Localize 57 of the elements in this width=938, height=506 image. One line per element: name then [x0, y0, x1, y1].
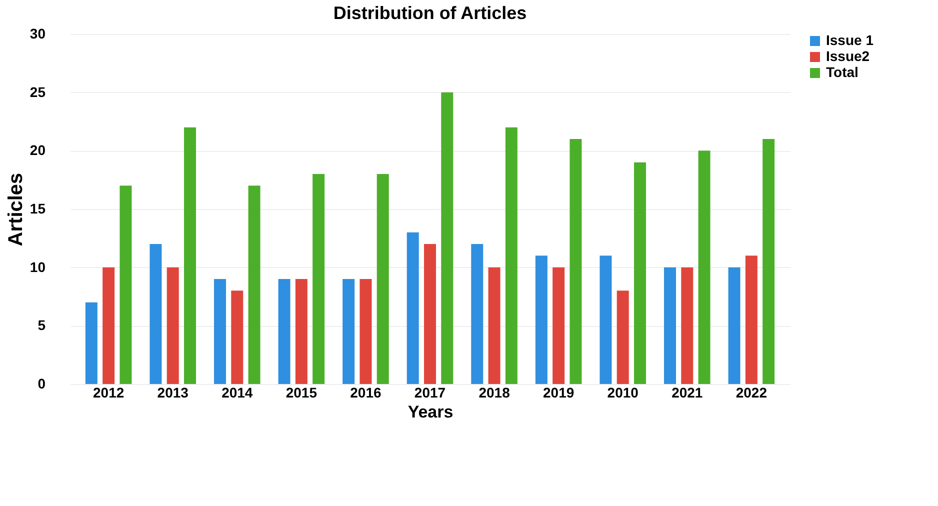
bar: [120, 186, 132, 384]
bar: [312, 174, 325, 384]
bar: [471, 244, 484, 384]
bar: [295, 279, 308, 384]
bar: [505, 127, 518, 384]
bar: [535, 256, 548, 384]
x-tick-label: 2014: [222, 384, 253, 400]
bar: [85, 302, 98, 384]
x-axis-title: Years: [408, 402, 454, 422]
x-tick-label: 2013: [157, 384, 189, 400]
bar: [600, 256, 612, 384]
bar: [681, 267, 694, 384]
bar: [762, 139, 775, 384]
bar: [342, 279, 355, 384]
x-tick-label: 2012: [92, 384, 124, 400]
bar: [616, 290, 629, 384]
bar: [552, 267, 565, 384]
bar: [278, 279, 290, 384]
bar: [150, 244, 162, 384]
y-tick-label: 0: [38, 376, 46, 392]
bar: [488, 267, 500, 384]
y-tick-label: 20: [30, 142, 46, 158]
y-tick-label: 5: [38, 317, 46, 334]
bar: [102, 267, 115, 384]
bar: [698, 150, 710, 384]
x-tick-label: 2019: [542, 384, 574, 400]
x-tick-label: 2018: [478, 384, 510, 400]
bar: [248, 186, 260, 384]
x-tick-label: 2022: [736, 384, 768, 400]
bar: [214, 279, 226, 384]
y-tick-label: 15: [30, 200, 46, 216]
legend-label: Issue 1: [826, 32, 874, 48]
x-tick-label: 2016: [350, 384, 382, 400]
bar: [745, 256, 758, 384]
y-tick-label: 25: [30, 84, 46, 100]
bar: [376, 174, 389, 384]
chart-title: Distribution of Articles: [333, 3, 527, 23]
bar: [664, 267, 676, 384]
y-axis-title: Articles: [4, 172, 27, 246]
bar: [424, 244, 436, 384]
y-tick-label: 10: [30, 258, 46, 275]
x-tick-label: 2015: [286, 384, 318, 400]
bar: [184, 127, 196, 384]
y-tick-label: 30: [30, 26, 46, 42]
x-tick-label: 2010: [607, 384, 639, 400]
bar: [406, 232, 419, 384]
bar: [231, 290, 244, 384]
bar: [634, 162, 646, 384]
legend-label: Total: [826, 64, 858, 80]
bar: [166, 267, 179, 384]
legend-label: Issue2: [826, 48, 870, 64]
bar: [360, 279, 372, 384]
x-tick-label: 2017: [414, 384, 446, 400]
bar: [728, 267, 740, 384]
bar: [441, 92, 454, 384]
bar: [570, 139, 582, 384]
x-tick-label: 2021: [672, 384, 703, 400]
